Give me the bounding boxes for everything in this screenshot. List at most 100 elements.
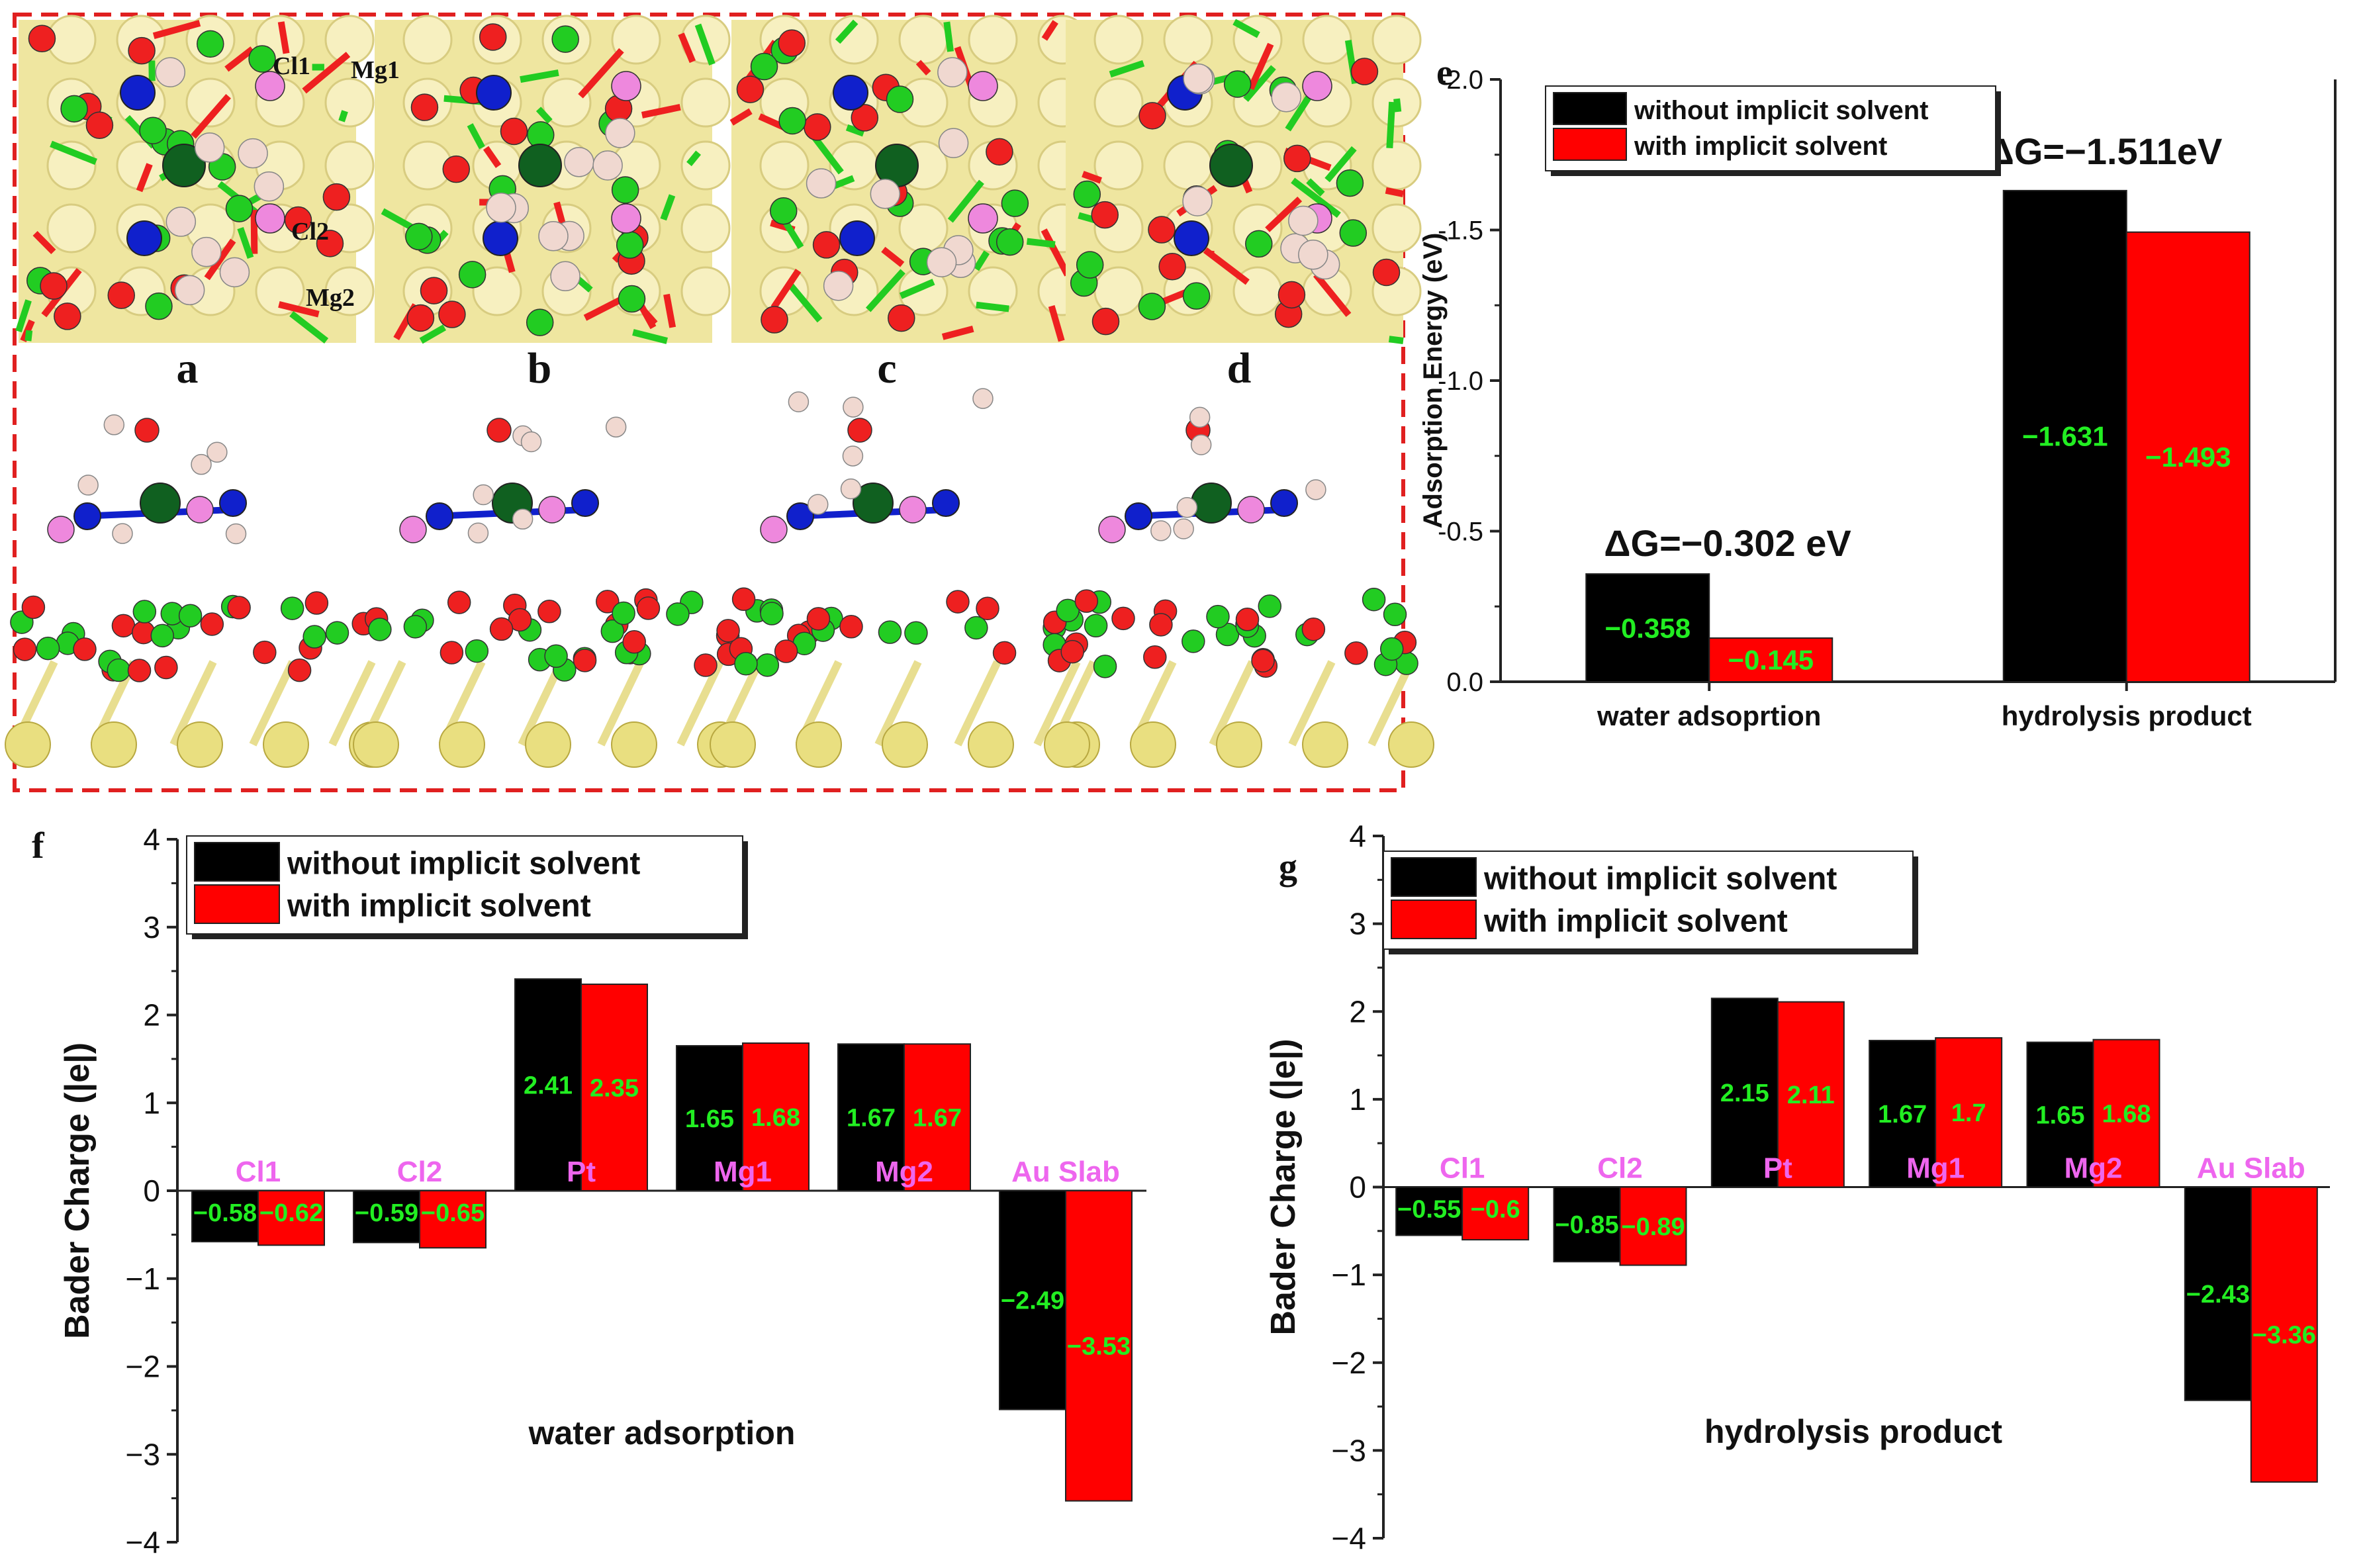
h-atom bbox=[564, 147, 594, 177]
o-atom bbox=[694, 653, 718, 677]
bond bbox=[1082, 171, 1102, 184]
bar-value-label: −0.6 bbox=[1471, 1196, 1520, 1224]
bar-value-label: 1.67 bbox=[1878, 1101, 1927, 1129]
bar-solvent-1 bbox=[1619, 1186, 1687, 1266]
bar-value-label: 2.15 bbox=[1720, 1080, 1769, 1107]
bond bbox=[237, 226, 254, 259]
structure-label-c: c bbox=[877, 344, 896, 392]
gold-atom bbox=[1130, 721, 1176, 768]
n-atom bbox=[483, 220, 518, 256]
mg-atom bbox=[600, 619, 625, 643]
bar-no-solvent-0 bbox=[191, 1190, 259, 1242]
legend-swatch bbox=[1391, 899, 1477, 939]
side-view-b bbox=[353, 416, 743, 768]
mg-atom bbox=[280, 596, 304, 620]
mg-atom bbox=[616, 231, 644, 259]
y-tick-label: 0 bbox=[143, 1174, 160, 1208]
gold-atom bbox=[611, 721, 657, 768]
h-atom bbox=[806, 168, 837, 199]
o-atom bbox=[54, 302, 81, 330]
bar-value-label: −3.36 bbox=[2252, 1322, 2316, 1350]
bond bbox=[535, 107, 553, 124]
category-label: Mg2 bbox=[875, 1156, 933, 1188]
structure-label-d: d bbox=[1227, 344, 1252, 392]
side-view-a bbox=[5, 414, 395, 768]
bar-value-label: 1.65 bbox=[2036, 1101, 2085, 1129]
category-label: Cl2 bbox=[397, 1156, 442, 1188]
panel-label-e: e bbox=[1436, 52, 1453, 93]
bond bbox=[1232, 19, 1260, 38]
legend: without implicit solvent with implicit so… bbox=[186, 835, 748, 939]
mg-atom bbox=[150, 623, 175, 648]
bar-no-solvent-4 bbox=[837, 1043, 905, 1191]
slab-bond bbox=[169, 660, 217, 747]
bar-value-label: 1.67 bbox=[847, 1104, 896, 1132]
mg-atom bbox=[964, 616, 988, 640]
o-atom bbox=[736, 75, 765, 103]
category-label: Mg2 bbox=[2064, 1152, 2123, 1185]
bond bbox=[191, 94, 231, 139]
n-atom bbox=[786, 502, 814, 530]
o-atom bbox=[1143, 645, 1167, 669]
bar-no-solvent-1 bbox=[353, 1190, 420, 1244]
y-tick-label: −4 bbox=[126, 1525, 160, 1559]
bond bbox=[24, 330, 33, 342]
bar-solvent-0 bbox=[1708, 637, 1833, 683]
o-atom bbox=[1091, 201, 1119, 229]
gold-atom bbox=[525, 721, 571, 768]
cl-atom bbox=[1098, 516, 1126, 543]
o-atom bbox=[287, 658, 312, 682]
h-atom bbox=[840, 478, 862, 500]
o-atom bbox=[73, 637, 97, 661]
bar-no-solvent-1 bbox=[2002, 189, 2127, 682]
cl-atom bbox=[968, 203, 998, 234]
gold-atom bbox=[680, 140, 731, 191]
bond bbox=[845, 124, 865, 137]
h-atom bbox=[1190, 434, 1212, 455]
top-view-a bbox=[15, 15, 375, 344]
gold-atom bbox=[1371, 140, 1422, 191]
gold-atom bbox=[255, 266, 305, 316]
h-atom bbox=[191, 453, 212, 475]
h-atom bbox=[219, 257, 250, 288]
mg-atom bbox=[1001, 189, 1029, 217]
bond bbox=[289, 311, 329, 344]
category-label: Au Slab bbox=[2197, 1152, 2305, 1185]
bond bbox=[1313, 272, 1352, 317]
o-atom bbox=[761, 306, 788, 334]
bar-value-label: −0.89 bbox=[1621, 1213, 1685, 1241]
h-atom bbox=[937, 57, 968, 87]
legend-swatch bbox=[194, 884, 280, 924]
slab-bond bbox=[1209, 660, 1256, 747]
mg-atom bbox=[225, 195, 254, 222]
cl-atom bbox=[186, 496, 214, 524]
y-tick-label: 3 bbox=[1349, 907, 1366, 941]
o-atom bbox=[107, 281, 136, 309]
bond bbox=[1285, 93, 1313, 132]
o-atom bbox=[774, 639, 798, 663]
n-atom bbox=[1125, 502, 1152, 530]
structure-letters: a b c d bbox=[177, 344, 1252, 392]
legend-swatch bbox=[194, 842, 280, 882]
h-atom bbox=[77, 475, 99, 496]
gold-atom bbox=[829, 15, 879, 65]
mg-atom bbox=[666, 602, 690, 626]
bar-value-label: −0.58 bbox=[193, 1199, 257, 1227]
bond bbox=[1324, 146, 1357, 183]
category-label: Cl1 bbox=[236, 1156, 281, 1188]
legend: without implicit solvent with implicit so… bbox=[1383, 851, 1918, 954]
o-atom bbox=[85, 111, 114, 139]
category-label: Pt bbox=[1763, 1152, 1792, 1185]
mg-atom bbox=[526, 308, 554, 336]
o-atom bbox=[1283, 144, 1311, 173]
o-atom bbox=[253, 640, 277, 665]
top-view-b bbox=[375, 15, 731, 344]
bond bbox=[419, 324, 447, 344]
mg-atom bbox=[139, 116, 167, 144]
cl-atom bbox=[1302, 71, 1332, 101]
y-tick-label: -2.0 bbox=[1438, 66, 1483, 95]
o-atom bbox=[13, 637, 37, 661]
bar-no-solvent-0 bbox=[1395, 1186, 1463, 1236]
bar-value-label: −0.62 bbox=[259, 1199, 323, 1227]
bond bbox=[15, 299, 32, 333]
